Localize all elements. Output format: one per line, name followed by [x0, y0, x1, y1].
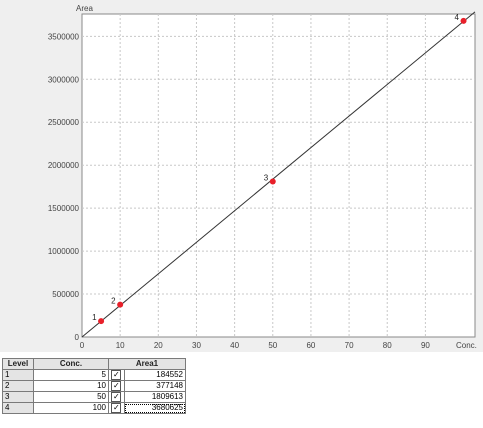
- x-tick-label: 10: [116, 341, 125, 350]
- data-point[interactable]: [269, 178, 276, 185]
- grid: [82, 14, 475, 337]
- conc-cell[interactable]: 5: [33, 368, 109, 382]
- conc-column-header[interactable]: Conc.: [33, 358, 109, 370]
- x-tick-label: 90: [421, 341, 430, 350]
- x-tick-label: 20: [154, 341, 163, 350]
- include-checkbox[interactable]: ✓: [111, 392, 122, 403]
- y-tick-label: 1500000: [48, 204, 80, 213]
- include-checkbox[interactable]: ✓: [111, 403, 122, 414]
- area-cell[interactable]: 377148: [123, 380, 187, 393]
- x-tick-label: 70: [345, 341, 354, 350]
- include-checkbox-cell[interactable]: ✓: [108, 380, 125, 393]
- table-row[interactable]: 3 50 ✓ 1809613: [2, 391, 187, 404]
- y-tick-label: 0: [75, 333, 80, 342]
- y-tick-label: 3500000: [48, 32, 80, 41]
- area-cell[interactable]: 3680625: [123, 402, 187, 415]
- data-points: 1 2 3 4: [92, 13, 467, 325]
- data-point[interactable]: [117, 301, 124, 308]
- x-axis-title: Conc.: [456, 341, 477, 350]
- include-checkbox-cell[interactable]: ✓: [108, 391, 125, 404]
- data-point[interactable]: [98, 318, 105, 325]
- table-row[interactable]: 4 100 ✓ 3680625: [2, 402, 187, 415]
- y-tick-label: 2000000: [48, 161, 80, 170]
- data-point-label: 4: [455, 13, 460, 22]
- calibration-chart-panel: 0 500000 1000000 1500000 2000000 2500000 30000…: [0, 0, 483, 352]
- area-column-header[interactable]: Area1: [108, 358, 186, 370]
- y-tick-label: 1000000: [48, 247, 80, 256]
- calibration-table: Level Conc. Area1 1 5 ✓ 184552 2 10 ✓ 37…: [2, 358, 187, 415]
- y-axis-title: Area: [76, 4, 93, 13]
- data-point-label: 2: [111, 297, 116, 306]
- include-checkbox[interactable]: ✓: [111, 381, 122, 392]
- table-row[interactable]: 1 5 ✓ 184552: [2, 368, 187, 382]
- conc-cell[interactable]: 100: [33, 402, 109, 415]
- x-tick-label: 50: [268, 341, 277, 350]
- x-tick-label: 60: [306, 341, 315, 350]
- x-tick-label: 0: [80, 341, 85, 350]
- data-point-label: 3: [264, 174, 269, 183]
- level-cell[interactable]: 1: [2, 368, 34, 382]
- x-tick-label: 30: [192, 341, 201, 350]
- include-checkbox-cell[interactable]: ✓: [108, 368, 125, 382]
- calibration-fit-line: [81, 11, 476, 338]
- x-axis-ticks: 0 10 20 30 40 50 60 70 80 90: [80, 341, 431, 350]
- y-tick-label: 3000000: [48, 75, 80, 84]
- x-tick-label: 80: [383, 341, 392, 350]
- conc-cell[interactable]: 50: [33, 391, 109, 404]
- calibration-chart: 0 500000 1000000 1500000 2000000 2500000 30000…: [48, 4, 477, 350]
- table-header-row: Level Conc. Area1: [2, 358, 186, 370]
- data-point-label: 1: [92, 313, 97, 322]
- level-column-header[interactable]: Level: [2, 358, 34, 370]
- include-checkbox-cell[interactable]: ✓: [108, 402, 125, 415]
- area-cell[interactable]: 184552: [123, 368, 187, 382]
- y-axis-ticks: 0 500000 1000000 1500000 2000000 2500000 30000…: [48, 32, 80, 342]
- level-cell[interactable]: 4: [2, 402, 34, 415]
- area-cell[interactable]: 1809613: [123, 391, 187, 404]
- level-cell[interactable]: 2: [2, 380, 34, 393]
- table-row[interactable]: 2 10 ✓ 377148: [2, 380, 187, 393]
- level-cell[interactable]: 3: [2, 391, 34, 404]
- y-tick-label: 2500000: [48, 118, 80, 127]
- conc-cell[interactable]: 10: [33, 380, 109, 393]
- include-checkbox[interactable]: ✓: [111, 370, 122, 380]
- y-tick-label: 500000: [52, 290, 79, 299]
- x-tick-label: 40: [230, 341, 239, 350]
- fit-line-group: [81, 11, 476, 338]
- data-point[interactable]: [460, 17, 467, 24]
